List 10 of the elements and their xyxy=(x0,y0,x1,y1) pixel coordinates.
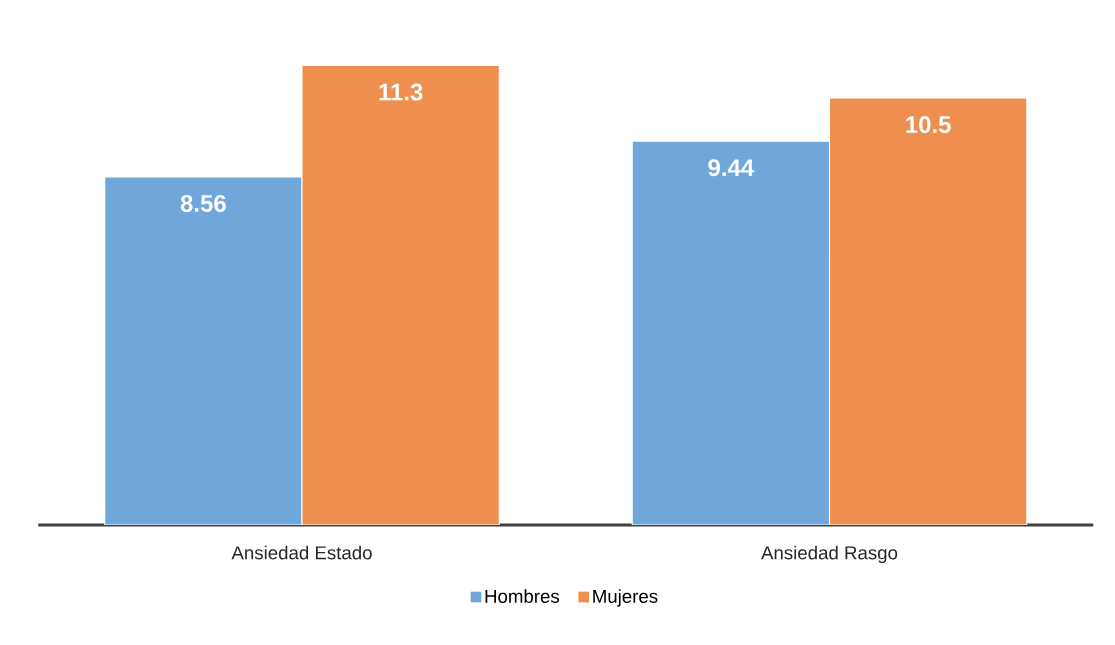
data-label: 9.44 xyxy=(708,159,755,177)
x-tick-label: Ansiedad Rasgo xyxy=(761,545,898,564)
data-label: 11.3 xyxy=(379,83,423,101)
legend-label: Mujeres xyxy=(593,589,658,607)
data-label: 8.56 xyxy=(180,194,226,212)
data-label: 10.5 xyxy=(906,116,951,134)
bar xyxy=(104,176,303,525)
bar xyxy=(631,140,831,525)
legend-label: Hombres xyxy=(485,589,560,603)
x-tick-label: Ansiedad Estado xyxy=(231,545,372,560)
